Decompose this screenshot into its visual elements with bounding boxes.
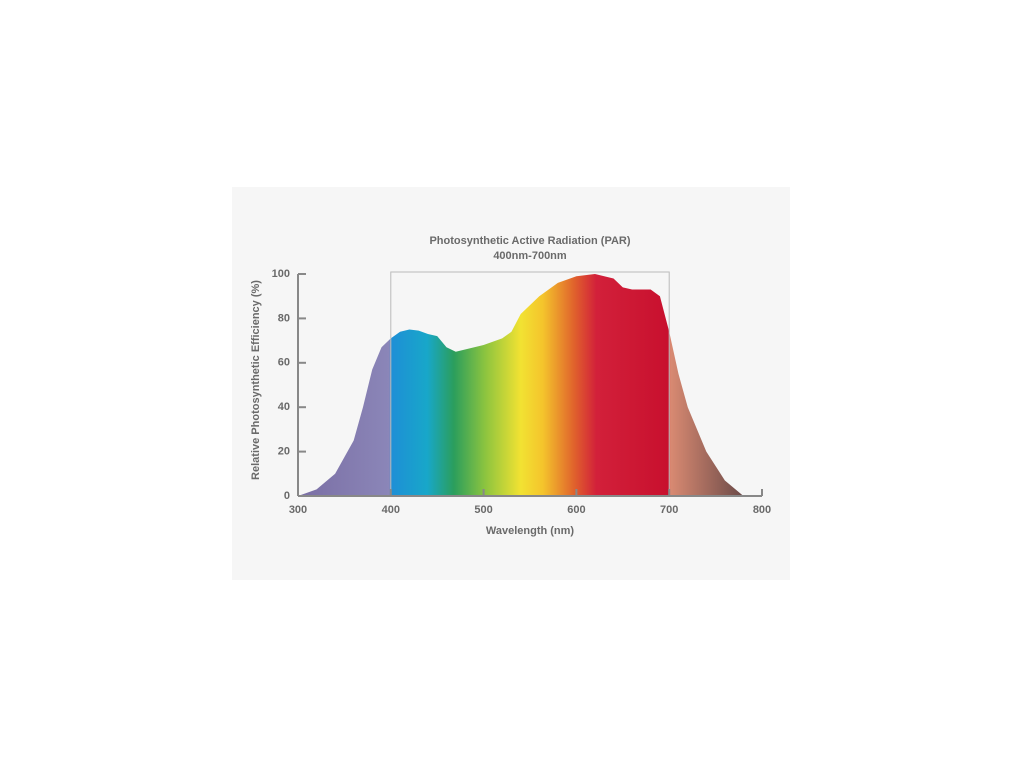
x-axis-label: Wavelength (nm) (486, 525, 575, 537)
x-tick-label: 800 (753, 504, 771, 516)
y-tick-label: 60 (278, 357, 290, 369)
x-tick-label: 300 (289, 504, 307, 516)
x-tick-label: 600 (567, 504, 585, 516)
y-axis-label: Relative Photosynthetic Efficiency (%) (250, 280, 262, 480)
chart-title: Photosynthetic Active Radiation (PAR) (429, 235, 630, 247)
y-tick-label: 20 (278, 446, 290, 458)
y-tick-label: 40 (278, 401, 290, 413)
spectrum-area (298, 274, 744, 496)
x-tick-label: 500 (474, 504, 492, 516)
chart-subtitle: 400nm-700nm (493, 250, 567, 262)
y-tick-label: 80 (278, 312, 290, 324)
x-tick-label: 700 (660, 504, 678, 516)
x-tick-label: 400 (382, 504, 400, 516)
y-tick-label: 100 (272, 268, 290, 280)
y-tick-label: 0 (284, 490, 290, 502)
